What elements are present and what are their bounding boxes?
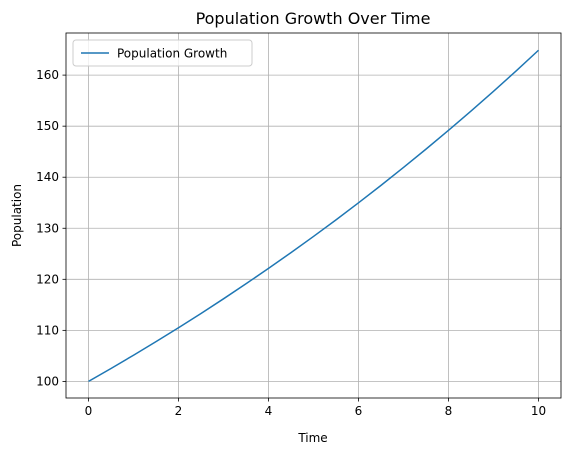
x-tick-label: 8 <box>445 404 453 418</box>
y-axis-ticks: 100 110 120 130 140 150 160 <box>36 68 66 388</box>
chart-title: Population Growth Over Time <box>196 9 431 28</box>
x-axis-ticks: 0 2 4 6 8 10 <box>85 398 546 418</box>
series-layer <box>88 49 540 383</box>
legend-label: Population Growth <box>117 47 227 61</box>
y-tick-label: 130 <box>36 221 59 235</box>
legend: Population Growth <box>72 39 253 67</box>
grid <box>66 33 561 398</box>
x-tick-label: 10 <box>531 404 546 418</box>
y-tick-label: 150 <box>36 119 59 133</box>
legend-box <box>72 39 253 67</box>
y-tick-label: 140 <box>36 170 59 184</box>
x-tick-label: 2 <box>175 404 183 418</box>
x-axis-label: Time <box>297 431 327 445</box>
series-line-population-growth <box>88 49 540 383</box>
x-tick-label: 4 <box>265 404 273 418</box>
y-tick-label: 120 <box>36 272 59 286</box>
x-tick-label: 0 <box>85 404 93 418</box>
y-tick-label: 160 <box>36 68 59 82</box>
plot-area <box>66 33 561 398</box>
y-axis-label: Population <box>10 184 24 247</box>
y-tick-label: 100 <box>36 374 59 388</box>
plot-frame <box>65 32 562 399</box>
x-tick-label: 6 <box>355 404 363 418</box>
y-tick-label: 110 <box>36 323 59 337</box>
